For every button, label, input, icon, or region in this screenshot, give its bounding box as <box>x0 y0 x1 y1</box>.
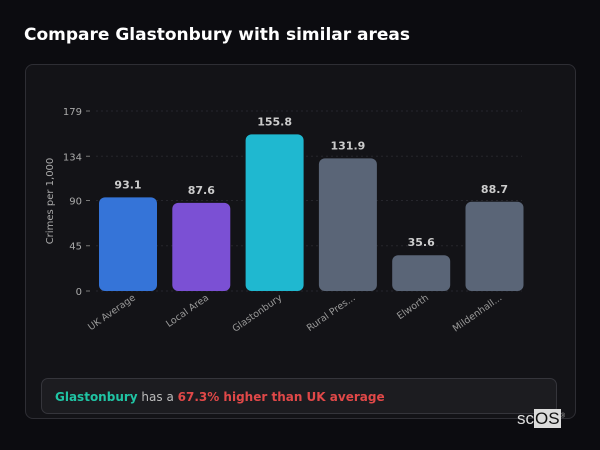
y-tick-label: 179 <box>63 107 82 118</box>
bar <box>392 255 451 291</box>
bar-value-label: 88.7 <box>481 183 508 196</box>
y-tick-label: 90 <box>69 196 82 207</box>
bar <box>465 201 524 291</box>
bar-value-label: 35.6 <box>408 236 435 249</box>
summary-area: Glastonbury <box>55 390 138 404</box>
x-tick-label: Mildenhall... <box>451 292 504 334</box>
logo: scOS® <box>517 409 565 428</box>
x-tick-label: Local Area <box>164 292 211 329</box>
y-tick-label: 45 <box>69 242 82 253</box>
bar <box>318 158 377 291</box>
bar-value-label: 87.6 <box>188 184 215 197</box>
bar-value-label: 131.9 <box>331 139 366 152</box>
summary-comparison: 67.3% higher than UK average <box>177 390 385 404</box>
comparison-summary: Glastonbury has a 67.3% higher than UK a… <box>41 378 557 414</box>
bar-value-label: 93.1 <box>114 178 141 191</box>
y-axis-label: Crimes per 1,000 <box>45 158 56 245</box>
bar-value-label: 155.8 <box>257 115 292 128</box>
x-tick-label: Rural Pres... <box>305 292 358 334</box>
x-tick-label: UK Average <box>86 292 138 333</box>
page-title: Compare Glastonbury with similar areas <box>24 25 411 45</box>
summary-connector: has a <box>137 390 178 404</box>
bar <box>245 134 304 291</box>
y-tick-label: 0 <box>76 287 82 298</box>
y-tick-label: 134 <box>63 152 82 163</box>
bar <box>99 197 157 291</box>
bar <box>172 202 231 291</box>
x-tick-label: Elworth <box>395 292 431 322</box>
x-tick-label: Glastonbury <box>231 292 285 334</box>
